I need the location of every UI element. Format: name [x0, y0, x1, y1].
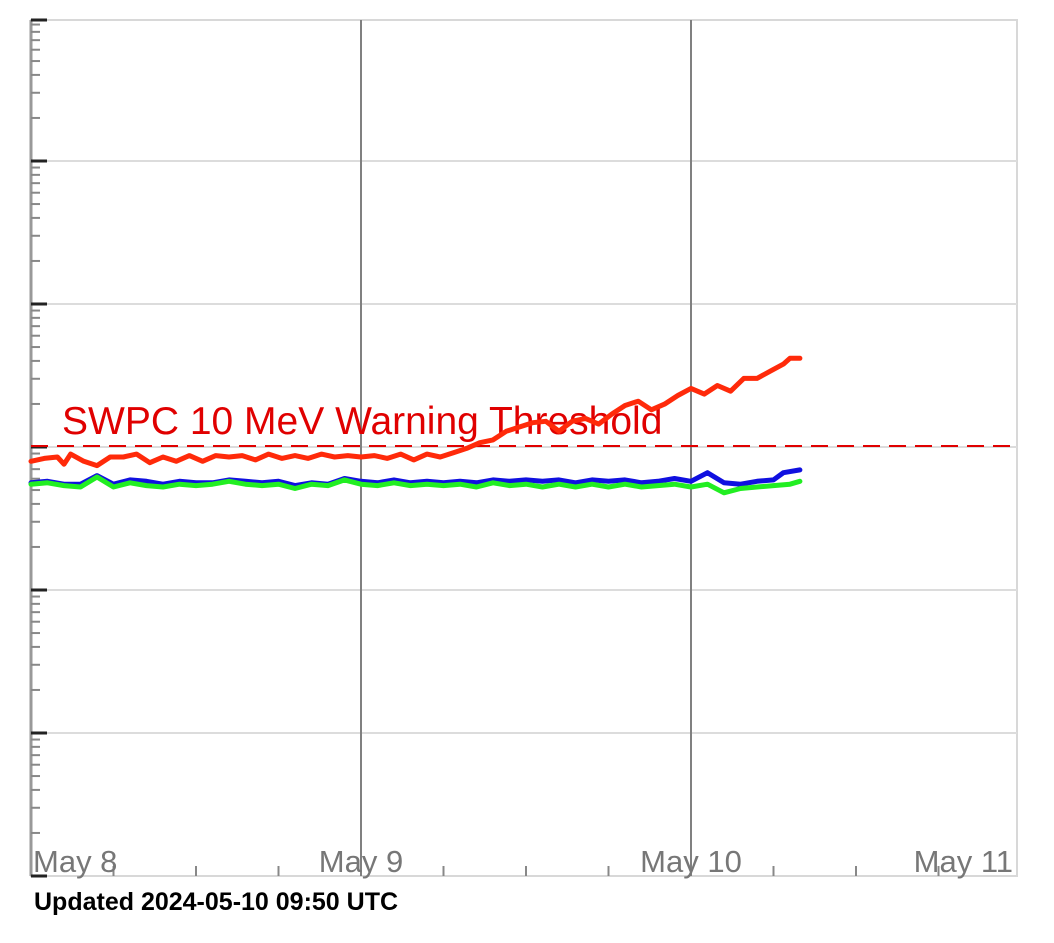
x-tick-labels: May 8 May 9 May 10 May 11 [33, 844, 1013, 879]
x-tick-label: May 11 [914, 844, 1013, 879]
series-group [28, 355, 803, 496]
gridlines [31, 20, 1017, 876]
updated-timestamp: Updated 2024-05-10 09:50 UTC [34, 888, 399, 916]
series-line [28, 474, 803, 496]
series-line [28, 467, 803, 489]
x-tick-label: May 9 [319, 844, 403, 879]
threshold-group: SWPC 10 MeV Warning Threshold [31, 400, 1017, 447]
series-line [28, 355, 803, 469]
proton-flux-chart: SWPC 10 MeV Warning Threshold May 8 May 9… [28, 18, 1018, 879]
x-tick-label: May 10 [640, 844, 742, 879]
x-tick-label: May 8 [33, 844, 117, 879]
threshold-label: SWPC 10 MeV Warning Threshold [62, 400, 662, 443]
